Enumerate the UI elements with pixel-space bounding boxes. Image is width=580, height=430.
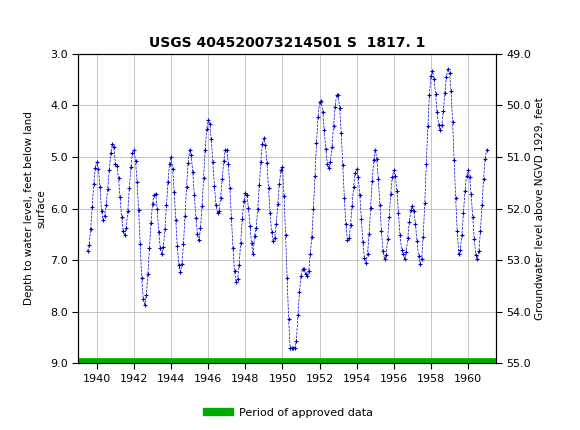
Title: USGS 404520073214501 S  1817. 1: USGS 404520073214501 S 1817. 1	[149, 36, 425, 50]
Y-axis label: Depth to water level, feet below land
surface: Depth to water level, feet below land su…	[24, 112, 46, 305]
Legend: Period of approved data: Period of approved data	[203, 403, 377, 422]
Y-axis label: Groundwater level above NGVD 1929, feet: Groundwater level above NGVD 1929, feet	[535, 97, 545, 320]
Text: ≡USGS: ≡USGS	[9, 10, 63, 25]
